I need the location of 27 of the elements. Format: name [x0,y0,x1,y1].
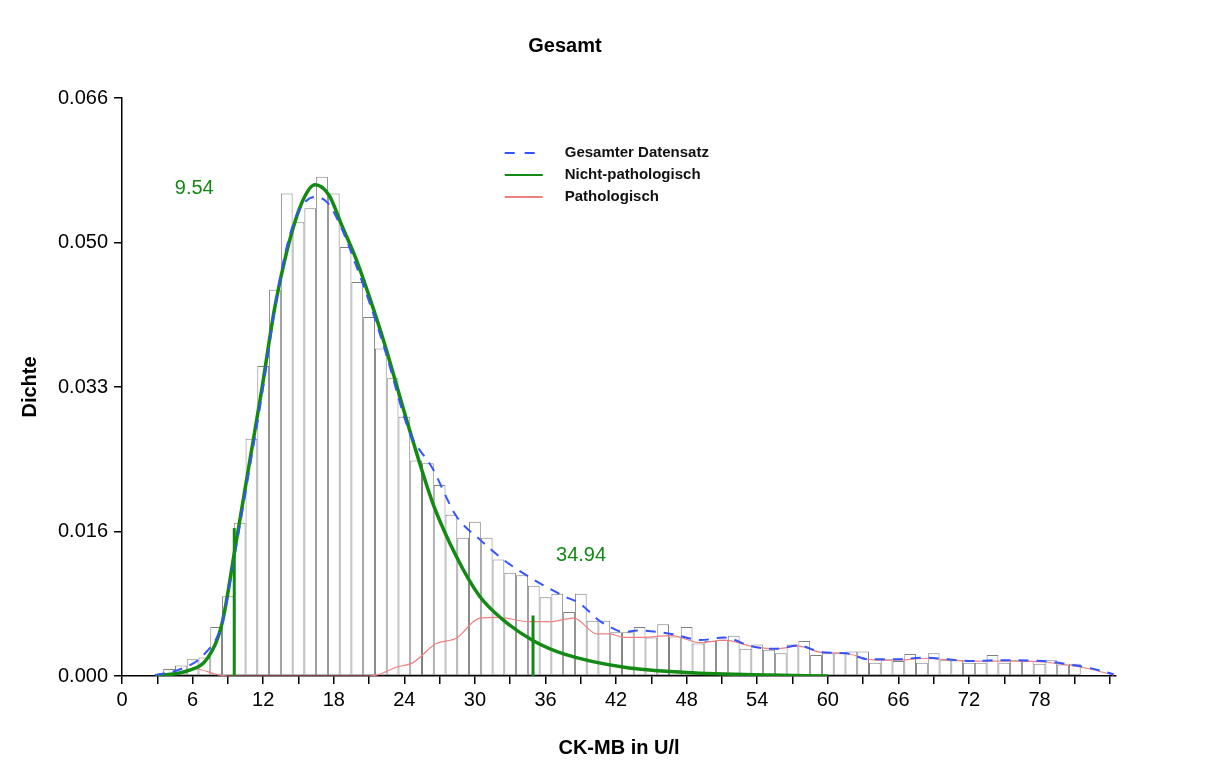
x-tick-label: 30 [463,687,487,710]
x-tick-label: 66 [887,687,910,710]
y-tick-label: 0.066 [57,85,109,108]
x-tick-label: 24 [393,687,416,710]
x-tick-label: 78 [1028,687,1051,710]
x-tick-label: 42 [604,687,628,710]
x-tick-label: 6 [187,687,199,710]
chart-title: Gesamt [528,33,603,56]
x-tick-label: 12 [252,687,275,710]
x-axis-title: CK-MB in U/l [558,735,680,758]
legend-label: Nicht-pathologisch [564,165,701,183]
y-tick-label: 0.016 [57,519,109,542]
x-tick-label: 48 [675,687,698,710]
y-tick-label: 0.000 [57,663,109,686]
x-tick-label: 60 [816,687,839,710]
ref-line-label: 9.54 [174,175,214,198]
x-tick-label: 0 [116,687,128,710]
legend-label: Pathologisch [564,187,659,205]
y-tick-label: 0.033 [57,374,109,397]
x-tick-label: 72 [957,687,981,710]
y-tick-label: 0.050 [57,230,109,253]
y-axis-title: Dichte [17,356,40,418]
legend-label: Gesamter Datensatz [564,143,709,161]
x-tick-label: 18 [322,687,345,710]
ref-line-label: 34.94 [556,543,607,565]
x-tick-label: 36 [534,687,557,710]
x-tick-label: 54 [746,687,769,710]
